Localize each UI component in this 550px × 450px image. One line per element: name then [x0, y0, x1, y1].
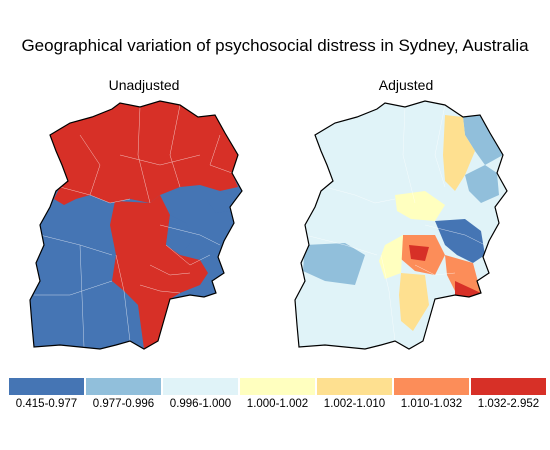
- legend-item: 1.010-1.032: [394, 378, 469, 428]
- legend-label: 1.000-1.002: [246, 398, 309, 410]
- region-westcentral-yellow: [379, 235, 403, 279]
- region-northeast-lightblue: [463, 115, 503, 165]
- region-inner-blue: [435, 219, 485, 263]
- legend-item: 1.000-1.002: [240, 378, 315, 428]
- region-east-lightblue: [465, 165, 499, 203]
- legend-label: 0.415-0.977: [15, 398, 78, 410]
- legend-label: 1.002-1.010: [323, 398, 386, 410]
- region-west-lightblue: [303, 243, 365, 285]
- panel-title-adjusted: Adjusted: [378, 77, 434, 93]
- panel-title-unadjusted: Unadjusted: [108, 77, 180, 93]
- legend-swatch: [9, 378, 84, 395]
- legend-swatch: [317, 378, 392, 395]
- region-inner-low: [166, 215, 192, 255]
- legend-item: 0.977-0.996: [86, 378, 161, 428]
- region-central-yellow: [395, 191, 445, 221]
- figure-title: Geographical variation of psychosocial d…: [21, 36, 529, 55]
- legend-item: 0.996-1.000: [163, 378, 238, 428]
- suburb-boundaries: [304, 104, 486, 342]
- region-south-orange: [445, 255, 481, 297]
- color-legend: 0.415-0.977 0.977-0.996 0.996-1.000 1.00…: [9, 378, 546, 428]
- region-north-high: [50, 101, 238, 205]
- legend-swatch: [471, 378, 546, 395]
- region-central-high: [110, 195, 208, 349]
- unadjusted-map: [29, 100, 243, 350]
- legend-swatch: [163, 378, 238, 395]
- region-southwest-red: [409, 245, 429, 261]
- region-south-red: [455, 281, 481, 297]
- suburb-boundaries: [34, 104, 233, 348]
- legend-label: 0.977-0.996: [92, 398, 155, 410]
- legend-swatch: [240, 378, 315, 395]
- legend-swatch: [86, 378, 161, 395]
- legend-label: 1.010-1.032: [400, 398, 463, 410]
- adjusted-map: [294, 100, 508, 350]
- sydney-outline: [29, 100, 243, 350]
- legend-label: 0.996-1.000: [169, 398, 232, 410]
- legend-label: 1.032-2.952: [477, 398, 540, 410]
- region-north-orange: [443, 115, 475, 191]
- region-south-yellow: [399, 273, 429, 331]
- region-northeast-low: [200, 187, 232, 213]
- legend-item: 1.032-2.952: [471, 378, 546, 428]
- legend-item: 1.002-1.010: [317, 378, 392, 428]
- legend-item: 0.415-0.977: [9, 378, 84, 428]
- sydney-outline: [294, 100, 508, 350]
- legend-swatch: [394, 378, 469, 395]
